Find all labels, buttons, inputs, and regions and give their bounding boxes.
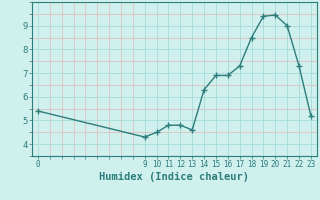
X-axis label: Humidex (Indice chaleur): Humidex (Indice chaleur) xyxy=(100,172,249,182)
